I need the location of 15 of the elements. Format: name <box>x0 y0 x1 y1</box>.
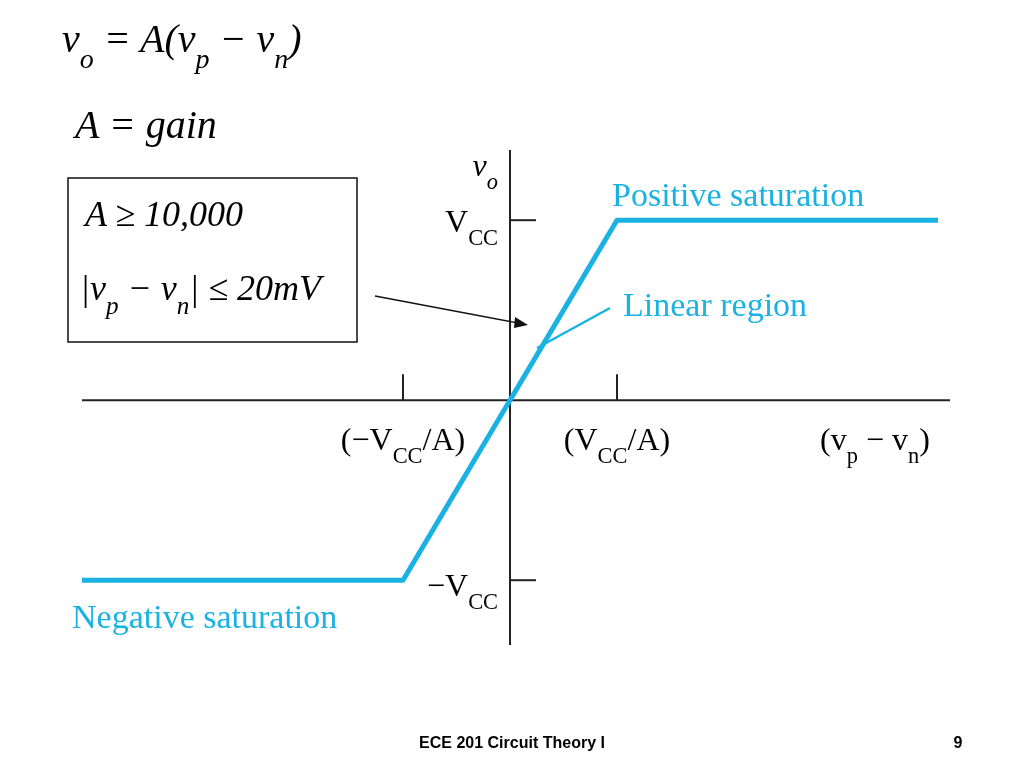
annotation: A ≥ 10,000 <box>83 194 244 234</box>
x-axis-title: (v$_{p}$ − v$_{n}$) <box>820 421 930 468</box>
annotation: −V$_{CC}$ <box>426 567 498 614</box>
text: Positive saturation <box>612 176 865 214</box>
chart-subtitle: A = gain <box>72 102 217 147</box>
annotation: |v$_{p}$ − v$_{n}$| ≤ 20mV <box>80 268 325 319</box>
text: 9 <box>953 734 963 751</box>
chart-title: v$_{o}$ = A(v$_{p}$ − v$_{n}$) <box>62 16 302 74</box>
x-tick-label: (V$_{CC}$/A) <box>563 421 671 468</box>
y-axis-title: v$_{o}$ <box>472 147 498 194</box>
annotation: V$_{CC}$ <box>445 203 498 250</box>
text: ECE 201 Circuit Theory I <box>419 734 605 751</box>
text: Negative saturation <box>72 598 338 636</box>
x-tick-label: (−V$_{CC}$/A) <box>340 421 466 468</box>
annotation: Linear region <box>623 286 808 323</box>
